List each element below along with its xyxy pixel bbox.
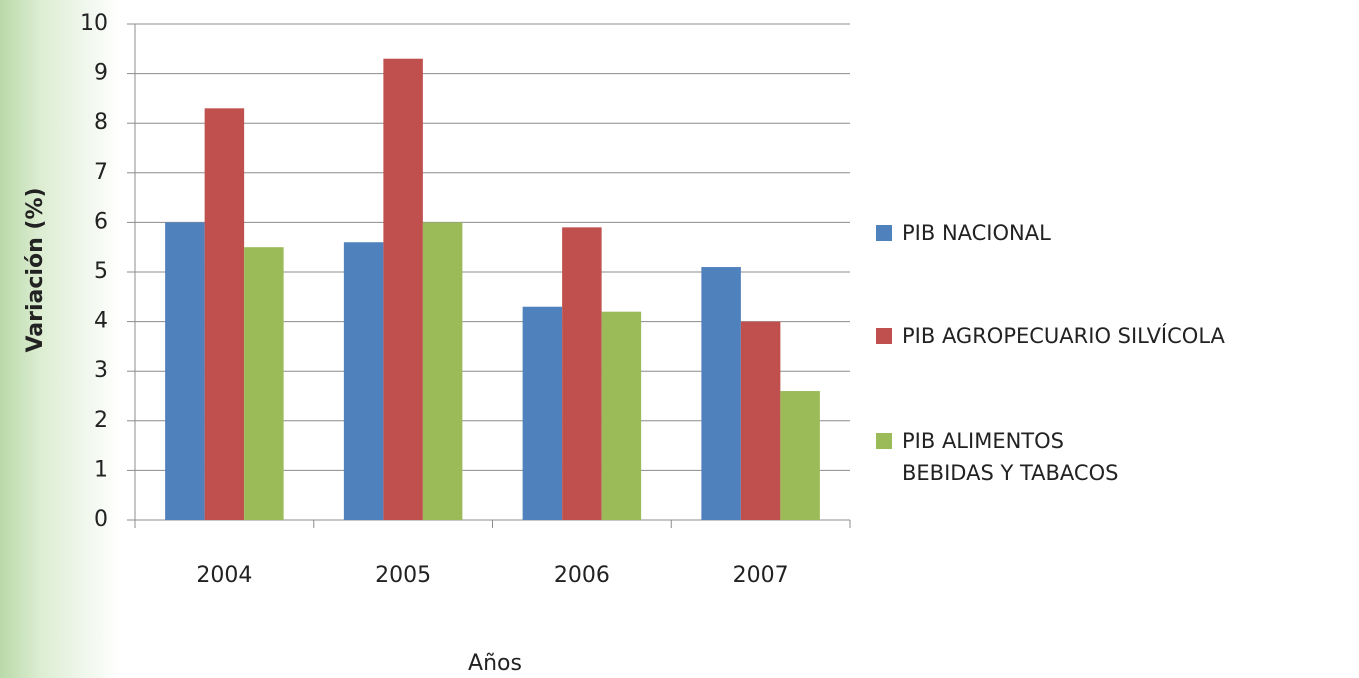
legend-item: PIB ALIMENTOS BEBIDAS Y TABACOS (876, 428, 1346, 489)
y-tick-label: 3 (94, 358, 108, 383)
bar (244, 247, 284, 520)
bar (701, 267, 741, 520)
y-tick-label: 0 (94, 507, 108, 532)
y-axis-title: Variación (%) (23, 187, 48, 352)
y-tick-label: 9 (94, 61, 108, 86)
legend-item: PIB NACIONAL (876, 220, 1346, 249)
bar (422, 222, 463, 520)
x-tick-label: 2004 (196, 563, 252, 588)
bar (165, 222, 205, 520)
y-tick-label: 5 (94, 259, 108, 284)
bar (562, 227, 602, 521)
bar (740, 321, 781, 520)
legend-label: PIB ALIMENTOS BEBIDAS Y TABACOS (902, 429, 1119, 485)
x-tick-label: 2005 (375, 563, 431, 588)
bar (601, 311, 642, 520)
x-tick-label: 2006 (554, 563, 610, 588)
bar (522, 306, 563, 520)
y-tick-label: 10 (80, 11, 108, 36)
legend-item: PIB AGROPECUARIO SILVÍCOLA (876, 323, 1346, 352)
y-tick-label: 6 (94, 209, 108, 234)
y-tick-label: 4 (94, 309, 108, 334)
legend-label: PIB AGROPECUARIO SILVÍCOLA (902, 324, 1225, 348)
legend-label: PIB NACIONAL (902, 221, 1051, 245)
y-tick-label: 2 (94, 408, 108, 433)
legend-swatch (876, 225, 892, 241)
x-axis-title: Años (468, 651, 522, 676)
bar (383, 58, 423, 520)
bar (343, 242, 384, 521)
bar (204, 108, 245, 520)
bar (780, 391, 820, 520)
legend-swatch (876, 433, 892, 449)
y-tick-label: 8 (94, 110, 108, 135)
y-tick-label: 1 (94, 457, 108, 482)
x-tick-label: 2007 (733, 563, 789, 588)
y-tick-label: 7 (94, 160, 108, 185)
legend-swatch (876, 328, 892, 344)
